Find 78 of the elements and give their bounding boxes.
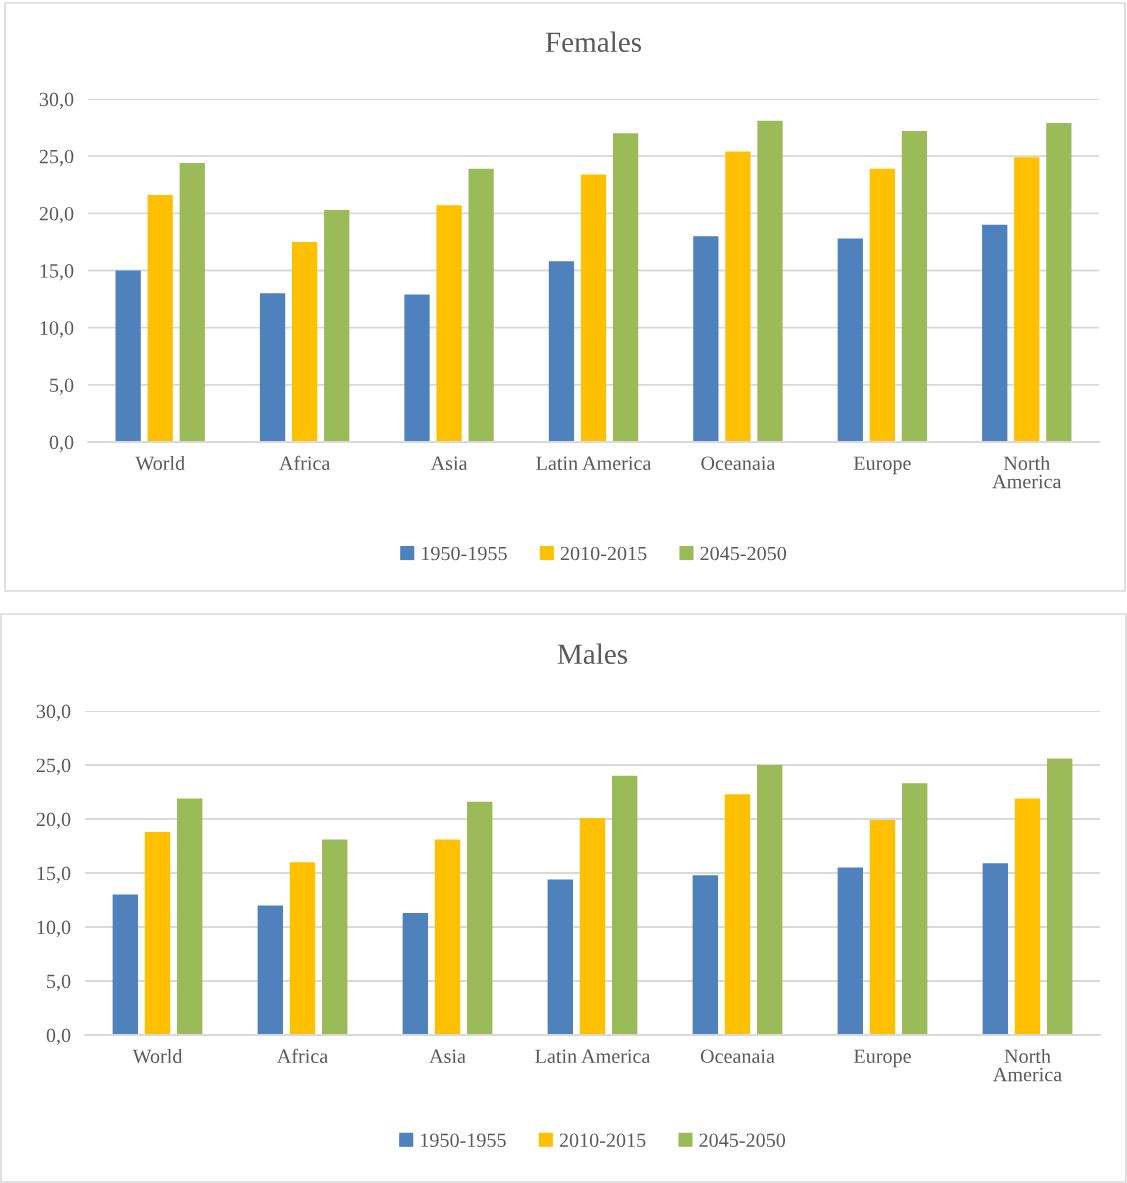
legend-label: 2045-2050 bbox=[700, 546, 787, 561]
legend-label: 2010-2015 bbox=[560, 546, 647, 561]
bar bbox=[757, 120, 783, 442]
bar bbox=[259, 293, 286, 442]
x-tick-label: Asia bbox=[430, 456, 468, 471]
y-tick-label: 20,0 bbox=[36, 812, 71, 830]
x-tick-label: Africa bbox=[276, 1048, 328, 1064]
chart-title: Males bbox=[557, 643, 628, 665]
bar bbox=[147, 195, 173, 442]
bar bbox=[1014, 798, 1041, 1035]
bar bbox=[468, 168, 494, 442]
x-tick-label: North America bbox=[993, 1048, 1062, 1082]
y-tick-label: 15,0 bbox=[40, 264, 74, 281]
bar bbox=[112, 894, 138, 1035]
chart-title: Females bbox=[545, 31, 642, 53]
bar bbox=[115, 270, 141, 442]
bar bbox=[144, 831, 171, 1035]
bar bbox=[1046, 123, 1072, 442]
x-tick-label: Europe bbox=[854, 1049, 911, 1068]
bar bbox=[436, 205, 462, 442]
bar bbox=[757, 765, 783, 1035]
bar bbox=[869, 168, 895, 442]
bar bbox=[724, 794, 751, 1035]
y-tick-label: 25,0 bbox=[36, 758, 71, 776]
x-tick-label: Oceanaia bbox=[701, 456, 776, 471]
y-tick-label: 0,0 bbox=[49, 435, 74, 453]
bar bbox=[580, 174, 607, 442]
legend-label: 1950-1955 bbox=[422, 546, 507, 561]
legend-label: 1950-1955 bbox=[421, 1133, 506, 1148]
bar bbox=[1014, 157, 1040, 442]
bar bbox=[292, 241, 318, 442]
bar bbox=[324, 209, 350, 442]
bar bbox=[402, 912, 428, 1035]
bar bbox=[869, 820, 896, 1035]
bar bbox=[434, 839, 461, 1035]
bar bbox=[612, 133, 639, 442]
x-tick-label: Europe bbox=[853, 456, 911, 475]
x-tick-label: Latin America bbox=[535, 1049, 651, 1064]
y-tick-label: 10,0 bbox=[40, 321, 74, 338]
bar bbox=[179, 163, 205, 442]
bar bbox=[837, 867, 863, 1035]
y-tick-label: 10,0 bbox=[37, 920, 71, 938]
y-tick-label: 5,0 bbox=[50, 378, 74, 395]
bar bbox=[901, 131, 928, 442]
x-tick-label: Africa bbox=[279, 455, 331, 471]
bar bbox=[548, 261, 575, 442]
bar bbox=[467, 801, 493, 1035]
bar bbox=[982, 863, 1008, 1035]
bar bbox=[257, 905, 283, 1035]
bar bbox=[1047, 758, 1073, 1035]
bar bbox=[725, 151, 751, 442]
bar bbox=[579, 817, 606, 1035]
bar bbox=[404, 294, 430, 442]
bar bbox=[693, 236, 719, 442]
x-tick-label: North America bbox=[992, 455, 1062, 489]
bar bbox=[177, 798, 203, 1035]
x-tick-label: World bbox=[132, 1048, 183, 1064]
y-tick-label: 20,0 bbox=[39, 206, 74, 224]
legend-label: 2045-2050 bbox=[699, 1133, 786, 1148]
bar bbox=[902, 783, 928, 1035]
bar bbox=[692, 875, 718, 1035]
bar bbox=[982, 224, 1008, 442]
bar bbox=[322, 839, 348, 1035]
y-tick-label: 30,0 bbox=[39, 92, 74, 110]
bar bbox=[289, 862, 316, 1035]
x-tick-label: Oceanaia bbox=[700, 1049, 775, 1064]
y-tick-label: 5,0 bbox=[47, 974, 71, 992]
bar bbox=[837, 238, 863, 442]
legend-label: 2010-2015 bbox=[559, 1133, 646, 1148]
x-tick-label: Latin America bbox=[536, 456, 652, 471]
y-tick-label: 25,0 bbox=[39, 149, 74, 167]
bar bbox=[547, 879, 573, 1035]
bar bbox=[612, 775, 638, 1035]
x-tick-label: World bbox=[135, 455, 185, 471]
y-tick-label: 30,0 bbox=[36, 704, 71, 722]
y-tick-label: 0,0 bbox=[46, 1028, 71, 1046]
x-tick-label: Asia bbox=[429, 1049, 466, 1064]
y-tick-label: 15,0 bbox=[37, 866, 71, 884]
